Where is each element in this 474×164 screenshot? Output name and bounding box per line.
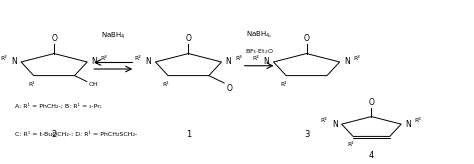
Text: N: N — [344, 57, 349, 66]
Text: O: O — [51, 34, 57, 43]
Text: N: N — [264, 57, 269, 66]
Text: R¹: R¹ — [281, 82, 287, 87]
Text: 3: 3 — [304, 130, 309, 139]
Text: O: O — [304, 34, 310, 43]
Text: R²: R² — [253, 56, 259, 61]
Text: NaBH$_4$,: NaBH$_4$, — [246, 30, 273, 40]
Text: O: O — [227, 84, 232, 93]
Text: R²: R² — [134, 56, 141, 61]
Text: N: N — [11, 57, 17, 66]
Text: O: O — [185, 34, 191, 43]
Text: 4: 4 — [369, 151, 374, 160]
Text: 2: 2 — [52, 130, 57, 139]
Text: R³: R³ — [415, 118, 421, 123]
Text: R³: R³ — [353, 56, 360, 61]
Text: NaBH$_4$: NaBH$_4$ — [101, 31, 126, 41]
Text: N: N — [226, 57, 231, 66]
Text: N: N — [146, 57, 151, 66]
Text: BF$_3$·Et$_2$O: BF$_3$·Et$_2$O — [245, 47, 273, 56]
Text: R²: R² — [0, 56, 7, 61]
Text: A: R¹ = PhCH₂-; B: R¹ = ι-Pr;: A: R¹ = PhCH₂-; B: R¹ = ι-Pr; — [15, 104, 101, 109]
Text: N: N — [405, 120, 411, 129]
Text: O: O — [368, 98, 374, 107]
Text: 1: 1 — [186, 130, 191, 139]
Text: R³: R³ — [100, 56, 107, 61]
Text: C: R¹ = t-BuOCH₂-; D: R¹ = PhCH₂SCH₂-: C: R¹ = t-BuOCH₂-; D: R¹ = PhCH₂SCH₂- — [15, 131, 137, 137]
Text: R¹: R¹ — [163, 82, 169, 87]
Text: N: N — [91, 57, 97, 66]
Text: R³: R³ — [235, 56, 242, 61]
Text: OH: OH — [89, 82, 99, 87]
Text: N: N — [332, 120, 337, 129]
Text: R¹: R¹ — [28, 82, 35, 87]
Text: R¹: R¹ — [347, 142, 354, 147]
Text: R²: R² — [320, 118, 328, 123]
